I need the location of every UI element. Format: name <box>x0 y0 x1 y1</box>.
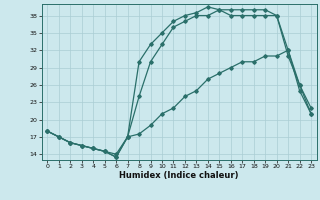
X-axis label: Humidex (Indice chaleur): Humidex (Indice chaleur) <box>119 171 239 180</box>
